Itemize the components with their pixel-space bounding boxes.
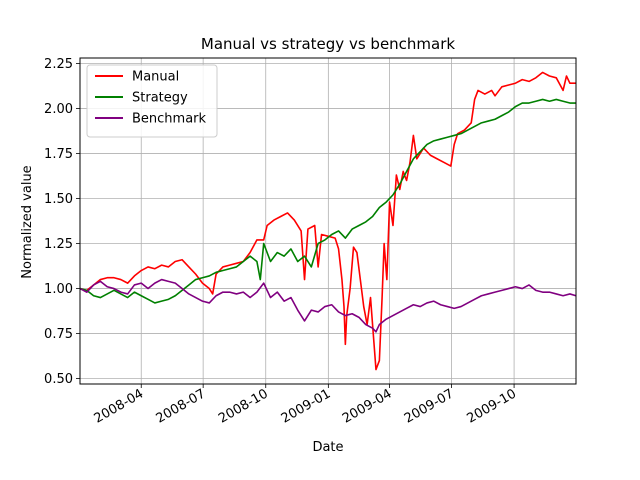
legend-label-strategy: Strategy bbox=[132, 91, 188, 106]
x-tick-label: 2008-07 bbox=[154, 386, 209, 426]
x-axis-title: Date bbox=[312, 440, 343, 455]
chart-title: Manual vs strategy vs benchmark bbox=[201, 35, 456, 53]
legend-label-manual: Manual bbox=[132, 70, 179, 85]
y-tick-label: 0.75 bbox=[44, 327, 73, 342]
y-tick-label: 1.75 bbox=[44, 147, 73, 162]
series-line-manual bbox=[79, 71, 576, 371]
x-tick-label: 2009-07 bbox=[402, 386, 457, 426]
series-line-benchmark bbox=[79, 278, 577, 333]
x-tick-label: 2008-04 bbox=[92, 386, 147, 426]
y-tick-label: 2.25 bbox=[44, 57, 73, 72]
y-tick-label: 0.50 bbox=[44, 372, 73, 387]
series-line-strategy bbox=[79, 98, 576, 304]
y-tick-label: 1.00 bbox=[44, 282, 73, 297]
y-axis-title: Normalized value bbox=[20, 165, 35, 278]
y-tick-label: 2.00 bbox=[44, 102, 73, 117]
x-tick-label: 2009-10 bbox=[465, 386, 520, 426]
legend: Manual Strategy Benchmark bbox=[86, 64, 218, 138]
series-layer bbox=[79, 71, 577, 371]
legend-label-benchmark: Benchmark bbox=[132, 112, 207, 127]
y-tick-label: 1.25 bbox=[44, 237, 73, 252]
x-tick-label: 2009-04 bbox=[340, 386, 395, 426]
x-tick-label: 2009-01 bbox=[279, 386, 334, 426]
x-tick-label: 2008-10 bbox=[216, 386, 271, 426]
y-tick-label: 1.50 bbox=[44, 192, 73, 207]
